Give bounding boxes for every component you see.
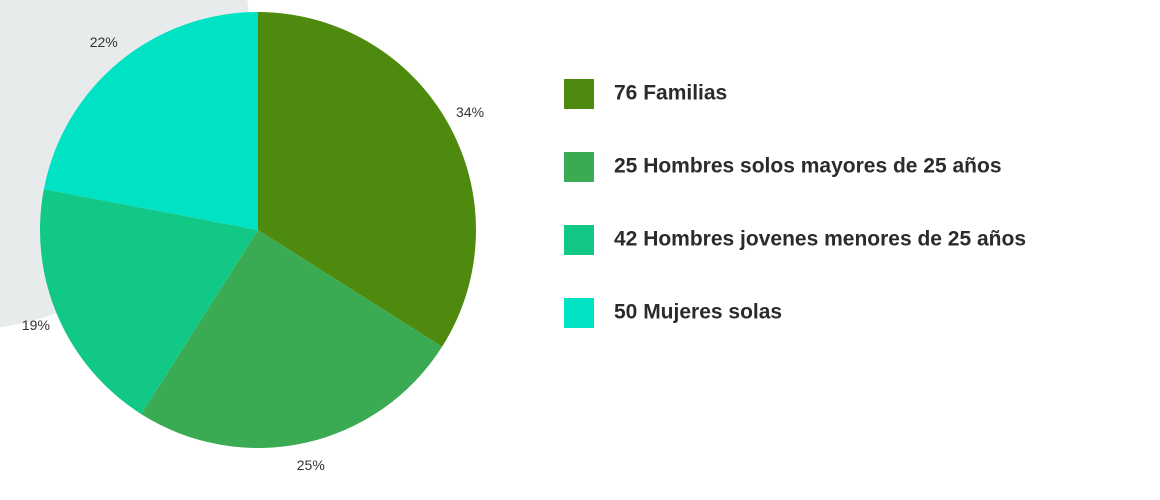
legend-label: 25 Hombres solos mayores de 25 años (614, 155, 1002, 178)
slice-label: 19% (22, 317, 50, 333)
slice-label: 25% (297, 457, 325, 473)
pie-slice (43, 12, 259, 230)
slice-label: 22% (90, 34, 118, 50)
pie-slice (39, 189, 258, 415)
pie-slice (258, 12, 476, 347)
legend-label: 76 Familias (614, 82, 727, 105)
legend-swatch (564, 225, 594, 255)
legend-swatch (564, 79, 594, 109)
slice-label: 34% (456, 104, 484, 120)
legend-swatch (564, 298, 594, 328)
legend-swatch (564, 152, 594, 182)
legend-label: 50 Mujeres solas (614, 301, 782, 324)
legend-label: 42 Hombres jovenes menores de 25 años (614, 228, 1026, 251)
pie-slice (141, 230, 443, 448)
